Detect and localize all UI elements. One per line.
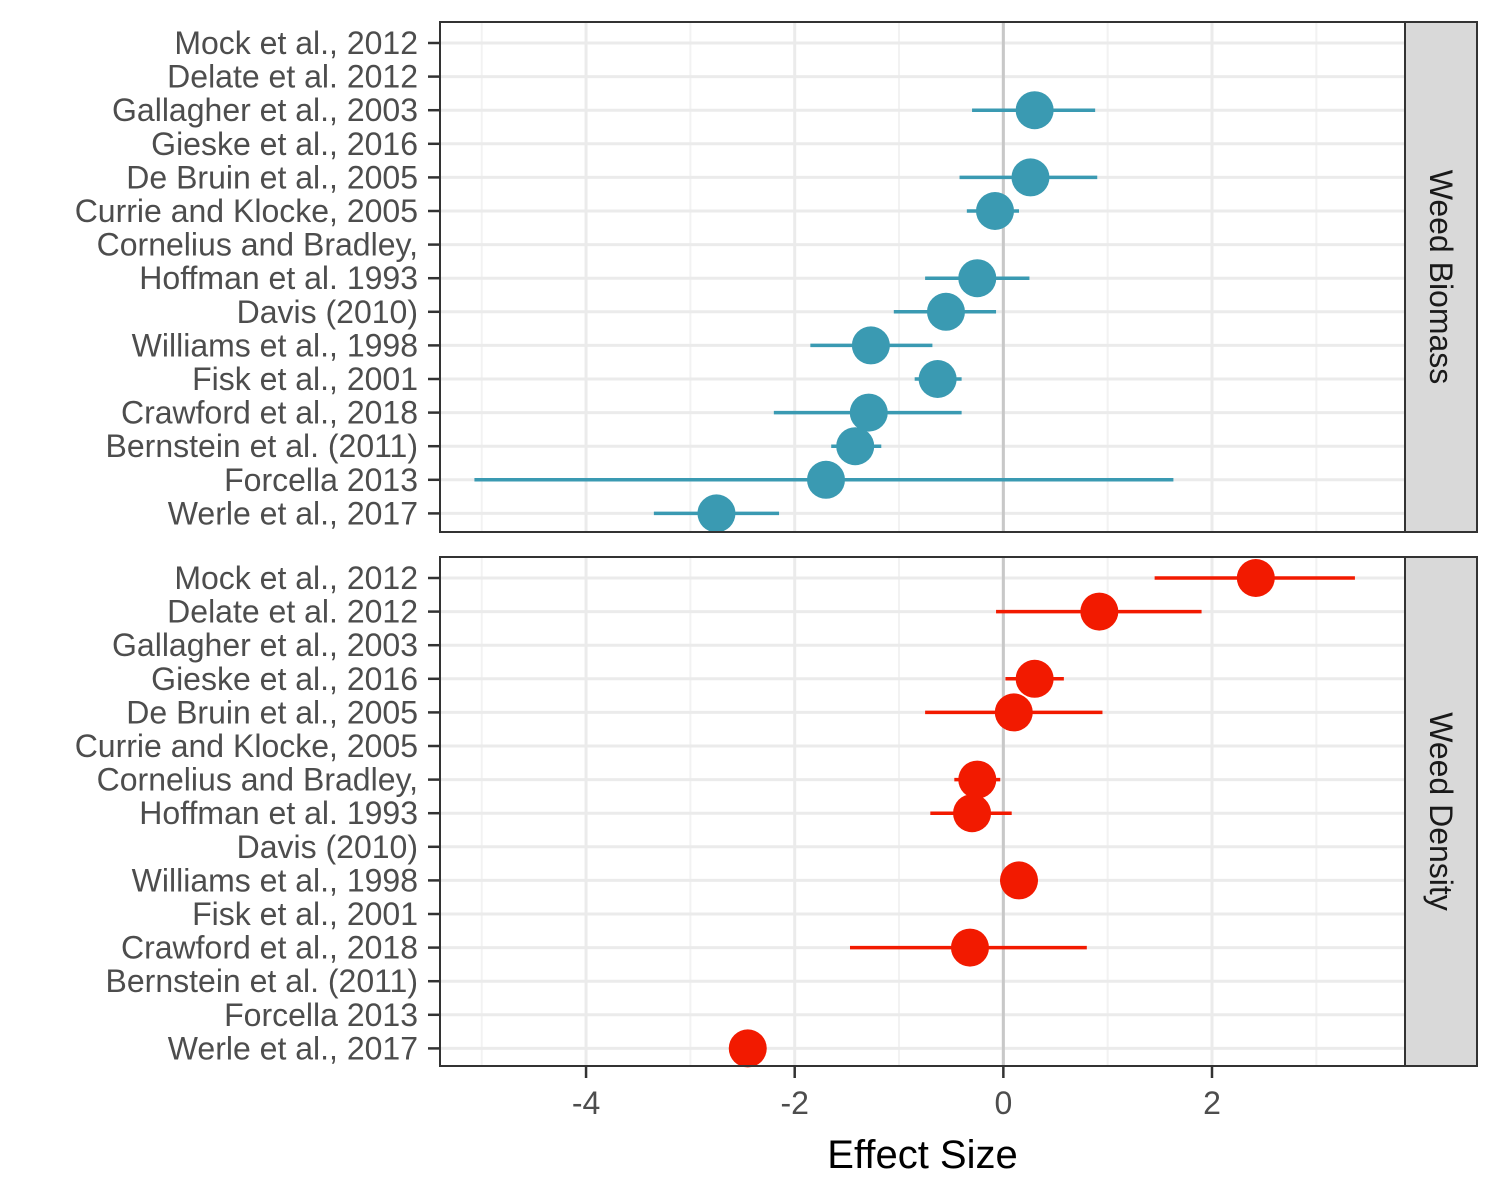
x-tick-label: 2 [1203,1085,1221,1121]
y-tick-label: Mock et al., 2012 [174,25,418,61]
data-point [976,192,1015,230]
y-tick-label: Fisk et al., 2001 [192,361,418,397]
x-tick-label: -4 [572,1085,600,1121]
facet-strip [1404,21,1478,533]
data-point [958,760,997,799]
y-tick-label: Hoffman et al. 1993 [139,795,418,831]
y-tick-label: Gallagher et al., 2003 [112,92,418,128]
data-point [958,259,997,298]
y-tick-label: Williams et al., 1998 [132,327,418,363]
y-tick-label: Delate et al. 2012 [167,594,418,630]
data-point [918,360,957,398]
data-point [836,427,875,466]
y-tick-label: Forcella 2013 [224,997,418,1033]
facet-strip [1404,556,1478,1067]
y-tick-label: Gieske et al., 2016 [151,661,418,697]
y-tick-label: Bernstein et al. (2011) [106,963,418,999]
y-tick-label: Currie and Klocke, 2005 [75,193,418,229]
facet-strip-label: Weed Biomass [1423,170,1459,385]
x-axis: -4 -2 0 2 Effect Size [572,1066,1221,1177]
data-point [1236,559,1275,597]
data-point [1011,158,1050,197]
facet-strip-label: Weed Density [1423,712,1459,911]
y-tick-label: Davis (2010) [237,294,418,330]
data-point [849,393,888,432]
y-tick-label: De Bruin et al., 2005 [126,159,418,195]
y-tick-label: Fisk et al., 2001 [192,896,418,932]
y-tick-label: Crawford et al., 2018 [121,930,418,966]
data-point [994,693,1033,732]
data-point [1080,592,1119,631]
y-tick-label: Delate et al. 2012 [167,59,418,95]
y-tick-label: Gieske et al., 2016 [151,126,418,162]
data-point [950,928,989,967]
y-tick-label: Bernstein et al. (2011) [106,428,418,464]
data-point [1000,861,1038,900]
x-tick-label: 0 [994,1085,1012,1121]
y-tick-label: Mock et al., 2012 [174,560,418,596]
y-tick-label: Forcella 2013 [224,462,418,498]
y-tick-label: Gallagher et al., 2003 [112,627,418,663]
y-tick-label: Werle et al., 2017 [168,1030,418,1066]
y-tick-label: Hoffman et al. 1993 [139,260,418,296]
data-point [926,292,965,331]
data-point [953,794,992,833]
data-point [1015,659,1054,698]
data-point [807,460,845,499]
y-tick-label: Cornelius and Bradley, [97,762,418,798]
x-axis-title: Effect Size [827,1133,1017,1177]
data-point [1015,91,1054,130]
x-tick-label: -2 [780,1085,808,1121]
data-point [697,494,736,533]
y-tick-label: Cornelius and Bradley, [97,227,418,263]
y-tick-label: Williams et al., 1998 [132,862,418,898]
data-point [728,1029,767,1068]
y-tick-label: De Bruin et al., 2005 [126,694,418,730]
y-tick-label: Crawford et al., 2018 [121,395,418,431]
data-point [851,326,890,365]
y-tick-label: Davis (2010) [237,829,418,865]
y-tick-label: Werle et al., 2017 [168,495,418,531]
y-tick-label: Currie and Klocke, 2005 [75,728,418,764]
